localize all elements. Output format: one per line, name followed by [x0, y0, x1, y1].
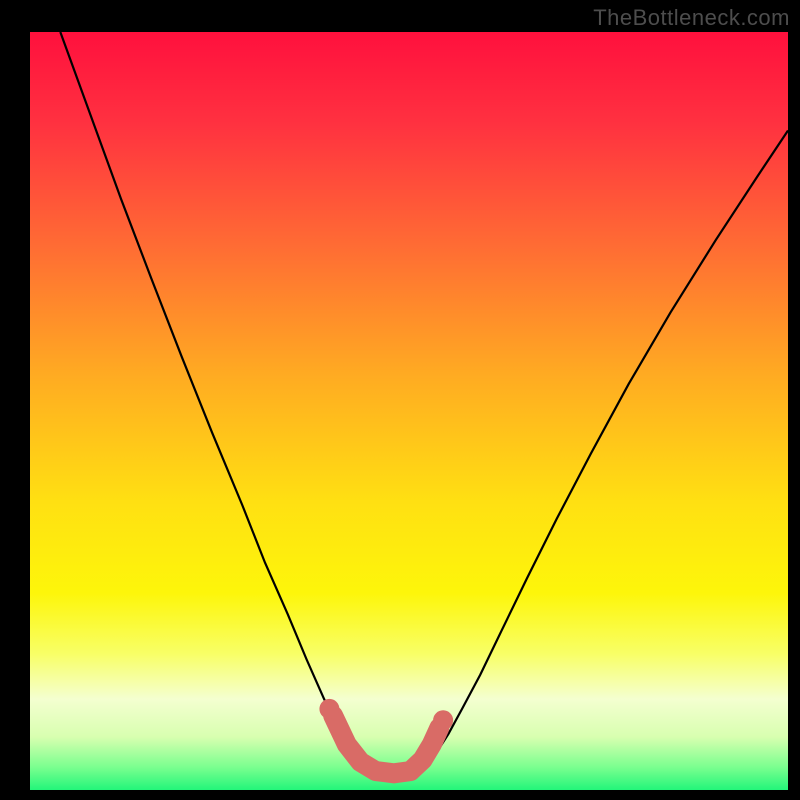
curve-layer [30, 32, 788, 790]
bottleneck-curve [60, 32, 788, 776]
highlight-segment [333, 716, 439, 774]
highlight-dot [319, 699, 339, 719]
watermark-text: TheBottleneck.com [593, 5, 790, 31]
plot-area [30, 32, 788, 790]
highlight-dot [433, 710, 453, 730]
